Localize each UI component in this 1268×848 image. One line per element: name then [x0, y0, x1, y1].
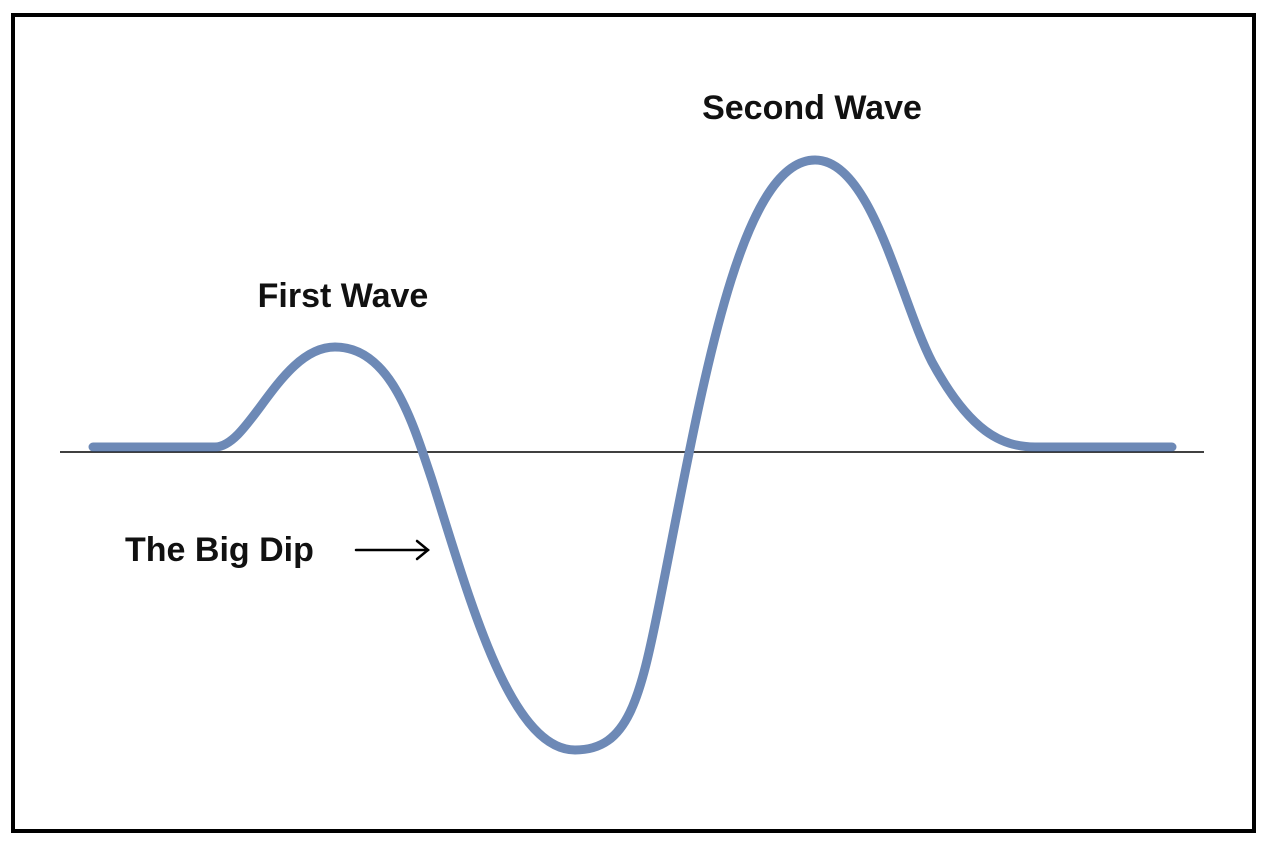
- frame: [11, 13, 1256, 833]
- wave-curve: [88, 155, 1177, 755]
- annotation: First Wave: [258, 277, 429, 315]
- annotation: The Big Dip: [125, 531, 314, 569]
- arrow: [354, 539, 430, 561]
- annotation: Second Wave: [702, 89, 922, 127]
